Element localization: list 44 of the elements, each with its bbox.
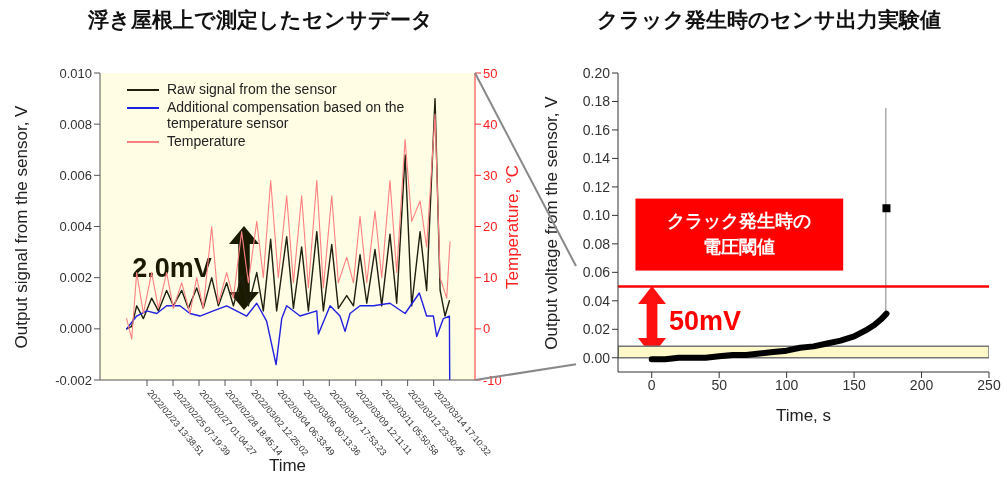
ref-line-label: クラック発生時の電圧閾値 bbox=[667, 210, 812, 257]
y-tick-label: 0.008 bbox=[59, 116, 92, 132]
legend-label: Temperature bbox=[167, 133, 247, 149]
x-tick-label: 200 bbox=[909, 376, 934, 393]
annotation: 2.0mV bbox=[132, 253, 212, 283]
y-tick-label: 0.10 bbox=[582, 207, 611, 224]
x-tick-label: 50 bbox=[711, 376, 728, 393]
y-tick-label: 0.20 bbox=[582, 64, 611, 81]
y-tick-label: 0.12 bbox=[582, 178, 611, 195]
legend-label: Additional compensation based on the temperature sensor bbox=[167, 99, 406, 131]
y-tick-label: 0.04 bbox=[582, 292, 611, 309]
x-tick-label: 250 bbox=[977, 376, 1001, 393]
y-tick-label: 0.00 bbox=[582, 349, 611, 366]
y-tick-label: -0.002 bbox=[55, 372, 92, 388]
line-series bbox=[125, 292, 451, 380]
y2-tick-label: 50 bbox=[483, 65, 498, 81]
y-tick-label: 0.14 bbox=[582, 150, 611, 167]
chart-title: 浮き屋根上で測定したセンサデータ bbox=[86, 7, 434, 33]
y2-tick-label: 0 bbox=[483, 321, 491, 337]
annotation: 50mV bbox=[668, 306, 742, 336]
y-tick-label: 0.18 bbox=[582, 93, 611, 110]
x-tick-label: 150 bbox=[842, 376, 866, 393]
y2-tick-label: 40 bbox=[483, 116, 498, 132]
x-tick-label: 100 bbox=[774, 376, 799, 393]
y2-tick-label: 20 bbox=[483, 219, 498, 235]
chart-title: クラック発生時のセンサ出力実験値 bbox=[595, 7, 942, 33]
y2-axis-title: Temperature, °C bbox=[503, 164, 523, 289]
y-tick-label: 0.06 bbox=[582, 264, 611, 281]
y2-tick-label: 10 bbox=[483, 270, 498, 286]
y-tick-label: 0.16 bbox=[582, 121, 611, 138]
legend-label: Raw signal from the sensor bbox=[167, 81, 338, 97]
y2-tick-label: 30 bbox=[483, 167, 498, 183]
y-tick-label: 0.000 bbox=[59, 321, 92, 337]
y-tick-label: 0.02 bbox=[582, 321, 611, 338]
y-tick-label: 0.08 bbox=[582, 235, 611, 252]
y-axis-title: Output signal from the sensor, V bbox=[12, 105, 32, 348]
y-tick-label: 0.006 bbox=[59, 167, 92, 183]
y-tick-label: 0.002 bbox=[59, 270, 92, 286]
y-tick-label: 0.010 bbox=[59, 65, 92, 81]
y-axis-title: Output voltage from the sensor, V bbox=[542, 95, 562, 350]
x-axis-title: Time bbox=[268, 456, 307, 476]
x-axis-title: Time, s bbox=[775, 406, 832, 426]
y-tick-label: 0.004 bbox=[59, 219, 92, 235]
x-tick-label: 0 bbox=[647, 376, 656, 393]
